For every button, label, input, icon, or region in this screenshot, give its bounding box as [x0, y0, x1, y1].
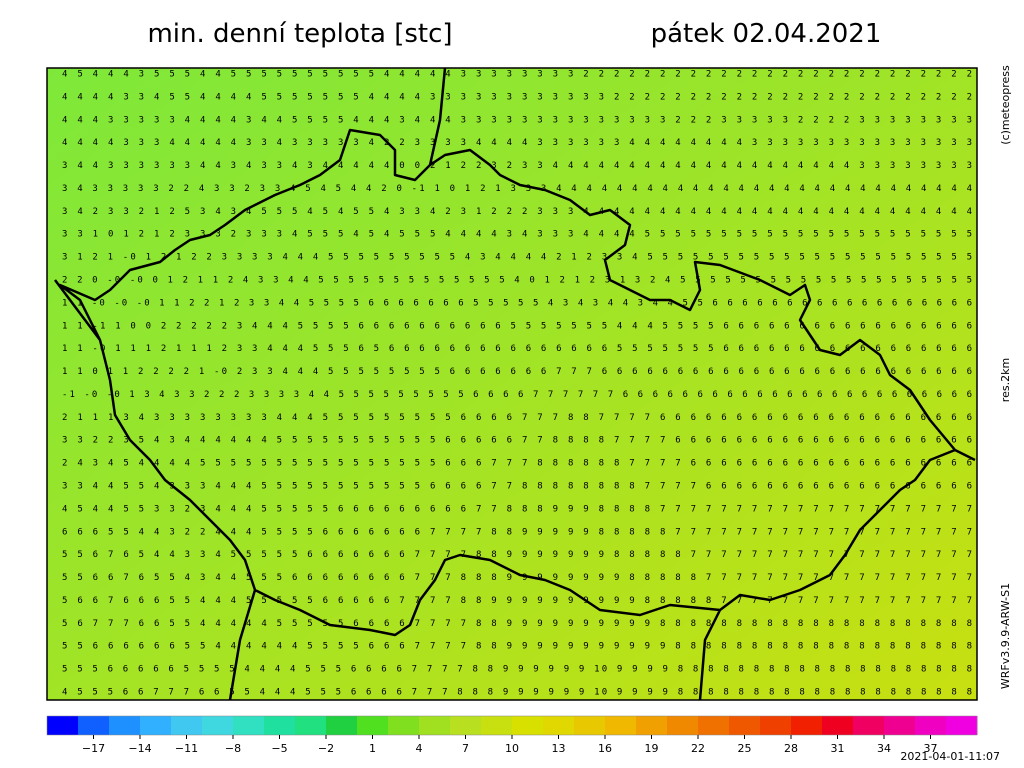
- legend-swatch: [884, 716, 916, 735]
- legend-swatch: [636, 716, 668, 735]
- legend-tick-label: 31: [831, 742, 845, 755]
- grid-row: 5 6 7 7 7 6 6 5 5 4 4 4 4 4 5 5 5 5 5 6 …: [62, 619, 972, 629]
- grid-row: 4 4 4 3 3 3 3 3 4 4 4 4 3 4 4 5 5 5 5 4 …: [62, 115, 972, 125]
- grid-row: 3 4 4 3 3 3 3 3 3 4 4 3 4 3 3 4 3 4 4 4 …: [62, 161, 972, 171]
- legend-tick-label: 25: [738, 742, 752, 755]
- grid-row: 2 4 3 4 5 4 4 4 4 5 5 5 5 5 5 5 5 5 5 5 …: [62, 459, 972, 469]
- timestamp: 2021-04-01-11:07: [900, 750, 1000, 763]
- legend-tick-label: −11: [175, 742, 198, 755]
- grid-row: 2 2 0 -0 -0 0 1 2 1 1 2 4 3 3 4 4 5 5 5 …: [62, 276, 972, 286]
- grid-row: 5 5 6 7 6 5 4 4 3 3 4 5 5 5 5 5 6 6 6 6 …: [62, 550, 972, 560]
- legend-swatch: [47, 716, 79, 735]
- legend-tick-label: −14: [128, 742, 151, 755]
- legend-swatch: [171, 716, 203, 735]
- map-area: [46, 67, 978, 701]
- legend-swatch: [233, 716, 265, 735]
- legend-swatch: [574, 716, 606, 735]
- copyright: (c)meteopress: [999, 65, 1012, 145]
- legend-tick-label: 28: [784, 742, 798, 755]
- legend-swatch: [698, 716, 730, 735]
- legend-tick-label: 34: [877, 742, 891, 755]
- grid-row: 3 3 4 4 5 5 4 3 3 3 4 4 4 5 5 5 5 5 5 5 …: [62, 482, 972, 492]
- legend-tick-label: −17: [82, 742, 105, 755]
- model-name: WRFv3.9.9-ARW-S1: [999, 583, 1012, 689]
- legend-tick-label: 13: [552, 742, 566, 755]
- grid-row: 6 6 6 5 5 4 4 3 2 2 4 4 4 5 5 5 5 6 6 6 …: [62, 527, 972, 537]
- legend-tick-label: 16: [598, 742, 612, 755]
- grid-row: 3 3 2 2 3 5 4 3 4 4 4 4 4 4 5 5 5 5 5 5 …: [62, 436, 972, 446]
- grid-row: 5 6 6 7 6 6 6 5 5 4 4 4 5 5 5 5 5 6 6 6 …: [62, 596, 972, 606]
- legend-swatch: [264, 716, 296, 735]
- legend-swatch: [450, 716, 482, 735]
- legend-tick-label: 1: [369, 742, 376, 755]
- legend-tick-label: 7: [462, 742, 469, 755]
- legend-swatch: [512, 716, 544, 735]
- legend-tick-label: 4: [416, 742, 423, 755]
- legend-swatch: [543, 716, 575, 735]
- legend-swatch: [388, 716, 420, 735]
- grid-row: 2 1 1 1 3 4 3 3 3 3 3 3 3 3 4 4 4 5 5 5 …: [62, 413, 972, 423]
- legend-swatch: [419, 716, 451, 735]
- legend-tick-label: 10: [505, 742, 519, 755]
- grid-row: 5 5 6 6 7 6 5 5 4 3 4 4 5 5 5 6 6 6 6 6 …: [62, 573, 972, 583]
- legend-tick-label: −5: [271, 742, 287, 755]
- grid-row: 5 5 6 6 6 6 6 6 5 5 4 4 4 4 4 4 5 5 5 5 …: [62, 642, 972, 652]
- grid-row: 4 5 4 4 5 5 3 3 2 3 4 4 4 5 5 5 5 5 6 6 …: [62, 504, 972, 514]
- legend-swatch: [760, 716, 792, 735]
- legend-swatch: [78, 716, 110, 735]
- grid-row: 4 5 4 4 4 3 5 5 5 4 4 5 5 5 5 5 5 5 5 5 …: [62, 70, 972, 80]
- legend-swatch: [357, 716, 389, 735]
- legend-tick-label: 22: [691, 742, 705, 755]
- legend-tick-label: −8: [225, 742, 241, 755]
- country-border: [54, 67, 976, 701]
- legend-swatch: [946, 716, 978, 735]
- legend-swatch: [109, 716, 141, 735]
- grid-row: 3 4 2 3 3 2 1 2 5 3 4 3 4 5 5 5 4 5 4 5 …: [62, 207, 972, 217]
- legend-tick-label: 37: [924, 742, 938, 755]
- grid-row: 4 4 4 4 3 3 3 4 4 4 4 4 3 3 4 3 3 3 3 3 …: [62, 138, 972, 148]
- legend-swatch: [667, 716, 699, 735]
- legend-swatch: [481, 716, 513, 735]
- grid-row: 4 4 4 4 3 3 4 5 5 4 4 4 4 5 5 5 5 5 5 5 …: [62, 92, 972, 102]
- legend-swatch: [729, 716, 761, 735]
- legend-tick-label: 19: [645, 742, 659, 755]
- color-legend: −17 −14 −11 −8 −5 −2 1 4 7 10 13 16 19 22 25 28 31 34 37: [46, 715, 978, 755]
- map-title: min. denní teplota [stc]: [147, 19, 452, 49]
- legend-swatch: [791, 716, 823, 735]
- legend-swatch: [295, 716, 327, 735]
- legend-swatch: [853, 716, 885, 735]
- legend-swatch: [202, 716, 234, 735]
- legend-swatch: [605, 716, 637, 735]
- legend-tick-label: −2: [318, 742, 334, 755]
- legend-swatch: [140, 716, 172, 735]
- legend-swatch: [915, 716, 947, 735]
- resolution: res.2km: [999, 358, 1012, 402]
- legend-swatch: [326, 716, 358, 735]
- grid-row: 3 3 1 0 1 2 1 2 3 3 3 2 3 3 3 4 5 5 5 4 …: [62, 230, 972, 240]
- legend-swatch: [822, 716, 854, 735]
- map-date: pátek 02.04.2021: [651, 19, 882, 49]
